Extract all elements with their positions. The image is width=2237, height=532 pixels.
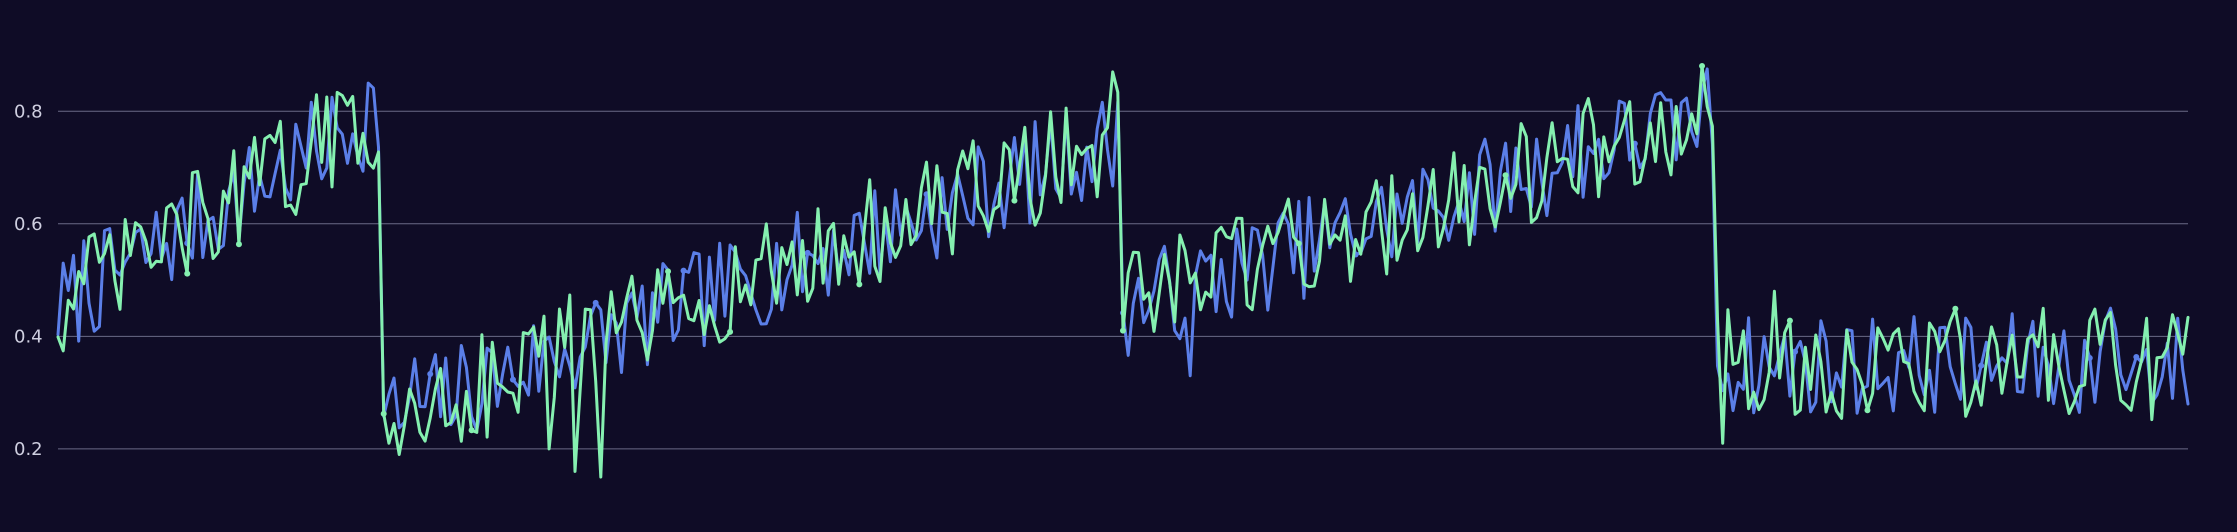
data-point-marker <box>856 281 863 288</box>
data-point-marker <box>509 376 516 383</box>
data-point-marker <box>1699 62 1706 69</box>
data-point-marker <box>665 268 672 275</box>
series-layer <box>56 62 2190 479</box>
data-point-marker <box>184 270 191 277</box>
data-point-marker <box>1502 172 1509 179</box>
data-point-marker <box>727 328 734 335</box>
data-point-marker <box>1864 407 1871 414</box>
data-point-marker <box>1792 348 1799 355</box>
data-point-marker <box>235 241 242 248</box>
data-point-marker <box>1952 305 1959 312</box>
y-tick-label: 0.6 <box>14 214 43 235</box>
data-point-marker <box>680 267 687 274</box>
data-point-marker <box>1011 197 1018 204</box>
y-tick-label: 0.4 <box>14 326 43 347</box>
data-point-marker <box>592 299 599 306</box>
data-point-marker <box>1786 317 1793 324</box>
data-point-marker <box>804 249 811 256</box>
data-point-marker <box>1120 327 1126 334</box>
data-point-marker <box>1978 362 1985 369</box>
y-tick-label: 0.2 <box>14 439 43 460</box>
data-point-marker <box>380 410 387 417</box>
data-point-marker <box>427 370 434 377</box>
y-axis: 0.2 0.4 0.6 0.8 <box>14 101 43 460</box>
data-point-marker <box>468 427 475 434</box>
grid <box>58 110 2188 450</box>
data-point-marker <box>2133 353 2140 360</box>
y-tick-label: 0.8 <box>14 101 43 122</box>
data-point-marker <box>1295 240 1302 247</box>
